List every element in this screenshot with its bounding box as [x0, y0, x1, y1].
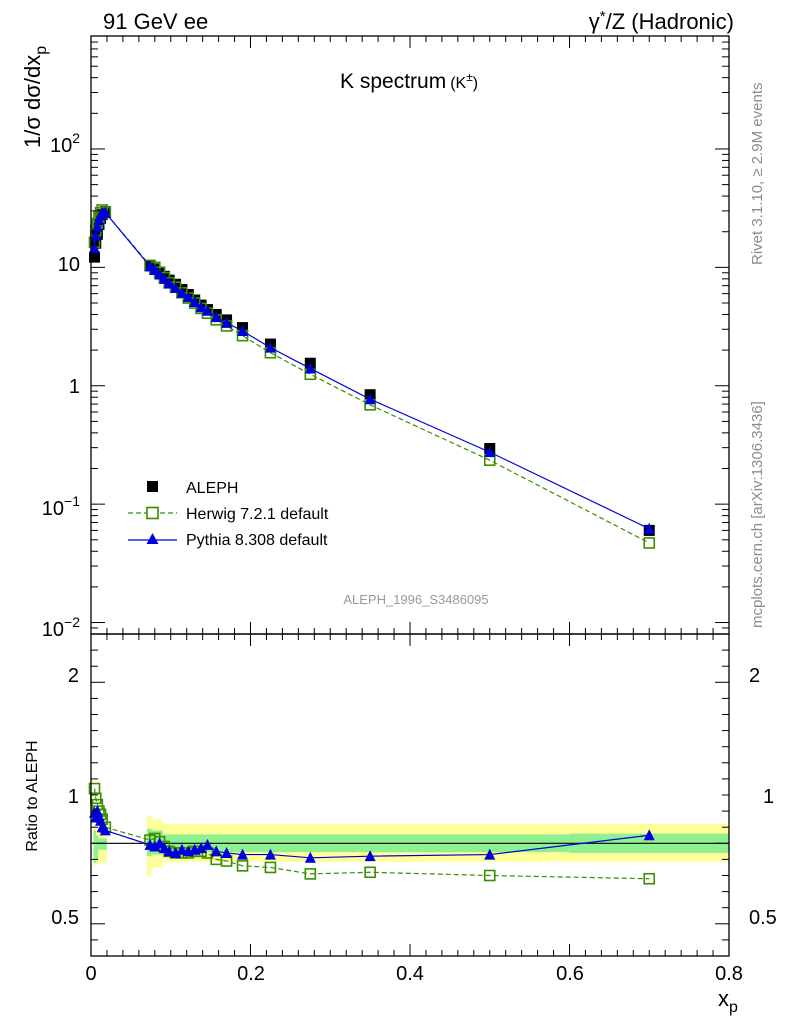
legend-marker-herwig: [146, 506, 159, 520]
mcplots-label: mcplots.cern.ch [arXiv:1306.3436]: [749, 401, 766, 628]
legend-label-pythia: Pythia 8.308 default: [186, 532, 328, 549]
ratio-pythia-8-308-default-point-23: [364, 850, 376, 862]
rivet-label: Rivet 3.1.10, ≥ 2.9M events: [749, 83, 766, 266]
legend-label-herwig: Herwig 7.2.1 default: [186, 506, 329, 523]
main-pythia-8-308-default-point-6: [99, 206, 111, 218]
ratio-ylabel: Ratio to ALEPH: [24, 740, 41, 851]
ytick-label-100: 102: [50, 130, 80, 157]
ratio-ytick-label-2-right: 2: [749, 665, 760, 687]
main-pythia-8-308-default-point-18: [210, 311, 222, 323]
ratio-pythia-8-308-default-point-22: [304, 851, 316, 863]
xtick-label-0.6: 0.6: [556, 963, 584, 985]
legend: ALEPH Herwig 7.2.1 default Pythia 8.308 …: [128, 480, 329, 549]
axes: [90, 35, 730, 957]
ratio-ytick-labels: 2 1 0.5 2 1 0.5: [51, 665, 777, 929]
ratio-pythia-8-308-default-point-18: [210, 845, 222, 857]
main-pythia-8-308-default-point-14: [182, 291, 194, 303]
main-pythia-8-308-default-point-8: [149, 263, 161, 275]
ratio-pythia-8-308-default-point-4: [95, 814, 107, 826]
ytick-label-1: 1: [69, 376, 80, 398]
ratio-ytick-label-0.5: 0.5: [51, 907, 79, 929]
band-inner-2: [98, 838, 107, 850]
main-pythia-8-308-default-point-12: [170, 281, 182, 293]
main-pythia-8-308-default-point-23: [364, 393, 376, 405]
analysis-watermark: ALEPH_1996_S3486095: [343, 592, 488, 607]
band-inner-1: [95, 835, 99, 860]
ratio-pythia-8-308-default-point-24: [484, 848, 496, 860]
main-pythia-8-308-default-point-19: [221, 316, 233, 328]
main-pythia-8-308-default-point-20: [237, 325, 249, 337]
ratio-pythia-8-308-default-point-11: [163, 845, 175, 857]
xtick-label-0: 0: [85, 963, 96, 985]
xtick-label-0.8: 0.8: [715, 963, 743, 985]
ratio-ytick-label-1-right: 1: [763, 786, 774, 808]
ratio-pythia-8-308-default-point-21: [264, 848, 276, 860]
main-pythia-8-308-default-point-13: [176, 286, 188, 298]
legend-marker-pythia: [146, 533, 159, 544]
ratio-frame: [90, 633, 730, 957]
ratio-uncertainty-bands: [93, 815, 729, 876]
main-pythia-8-308-default-point-17: [201, 304, 213, 316]
ratio-ytick-label-2: 2: [68, 665, 79, 687]
ratio-herwig-7-2-1-default-point-21: [264, 861, 277, 874]
main-aleph-point-1: [90, 237, 102, 249]
main-herwig-7-2-1-default-line: [93, 209, 650, 544]
band-inner-0: [93, 830, 96, 863]
main-pythia-8-308-default-point-2: [91, 220, 103, 232]
main-pythia-8-308-default-point-1: [90, 229, 102, 241]
ytick-label-0.01: 10−2: [42, 614, 80, 641]
main-pythia-8-308-default-line: [93, 211, 650, 530]
ratio-herwig-7-2-1-default-point-24: [483, 869, 496, 882]
ratio-pythia-8-308-default-point-8: [149, 840, 161, 852]
legend-marker-aleph: [147, 481, 158, 492]
main-pythia-8-308-default-point-15: [189, 295, 201, 307]
ratio-pythia-8-308-default-point-16: [195, 842, 207, 854]
main-ylabel: 1/σ dσ/dxp: [20, 46, 50, 148]
ratio-herwig-7-2-1-default-point-20: [236, 860, 249, 872]
main-pythia-8-308-default-point-25: [643, 522, 655, 534]
main-pythia-8-308-default-point-11: [163, 277, 175, 289]
xtick-label-0.4: 0.4: [396, 963, 424, 985]
ratio-pythia-8-308-default-point-6: [99, 824, 111, 836]
main-plot-marks: [88, 204, 656, 549]
legend-label-aleph: ALEPH: [186, 480, 238, 497]
ytick-label-10: 10: [58, 254, 80, 276]
xlabel: xp: [718, 986, 738, 1016]
ratio-pythia-8-308-default-point-25: [643, 829, 655, 841]
ratio-pythia-8-308-default-point-17: [201, 838, 213, 850]
header-left: 91 GeV ee: [103, 9, 208, 34]
main-pythia-8-308-default-point-16: [195, 301, 207, 313]
header-right: γ*/Z (Hadronic): [589, 8, 734, 34]
main-pythia-8-308-default-point-10: [158, 272, 170, 284]
ratio-herwig-7-2-1-default-point-23: [364, 866, 376, 879]
main-pythia-8-308-default-point-0: [89, 242, 101, 254]
ratio-ytick-label-1: 1: [68, 786, 79, 808]
ratio-herwig-7-2-1-default-point-22: [304, 868, 317, 880]
main-pythia-8-308-default-point-22: [304, 362, 316, 374]
ratio-ytick-label-0.5-right: 0.5: [749, 907, 777, 929]
main-pythia-8-308-default-point-21: [264, 341, 276, 353]
main-ytick-labels: 102 10 1 10−1 10−2: [42, 130, 80, 641]
xtick-label-0.2: 0.2: [237, 963, 265, 985]
ytick-label-0.1: 10−1: [42, 493, 80, 520]
ratio-plot-marks: [88, 782, 729, 885]
main-pythia-8-308-default-point-9: [154, 268, 166, 280]
xtick-labels: 0 0.2 0.4 0.6 0.8: [85, 963, 742, 985]
ratio-pythia-8-308-default-point-19: [221, 846, 233, 858]
main-aleph-point-0: [89, 251, 101, 263]
ratio-pythia-8-308-default-point-13: [176, 843, 188, 855]
main-pythia-8-308-default-point-24: [484, 446, 496, 458]
ratio-herwig-7-2-1-default-point-25: [643, 872, 656, 885]
main-title: K spectrum (K±): [340, 70, 478, 93]
ratio-pythia-8-308-default-point-9: [154, 837, 166, 849]
main-herwig-7-2-1-default-point-25: [643, 537, 656, 549]
ratio-pythia-8-308-default-point-20: [237, 848, 249, 860]
ratio-pythia-8-308-default-point-12: [170, 846, 182, 858]
